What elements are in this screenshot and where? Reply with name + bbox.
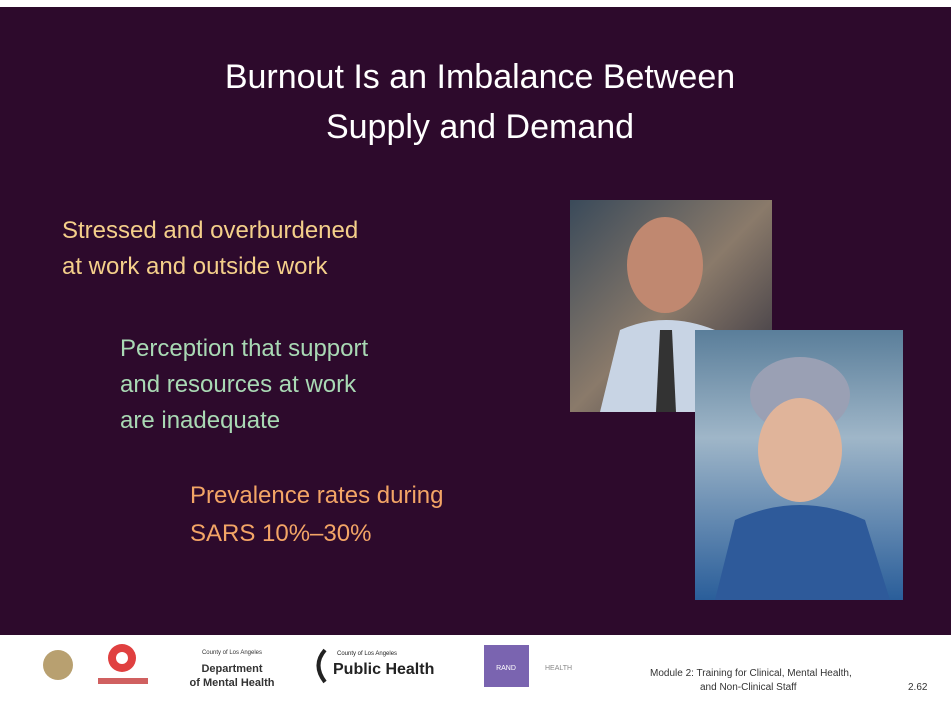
bullet-line: Perception that support <box>120 335 368 362</box>
logo-county-seal <box>43 650 73 680</box>
logo-text: County of Los Angeles <box>337 651 397 657</box>
footer: County of Los Angeles Department of Ment… <box>43 644 928 693</box>
logo-text: HEALTH <box>545 665 572 672</box>
title-line: Burnout Is an Imbalance Between <box>225 58 735 96</box>
photo-stressed-nurse <box>695 330 903 600</box>
logo-ph-arc <box>319 650 326 682</box>
bullet-line: Stressed and overburdened <box>62 217 358 244</box>
page-number: 2.62 <box>908 682 928 693</box>
page: Burnout Is an Imbalance Between Supply a… <box>0 0 951 719</box>
bullet-line: SARS 10%–30% <box>190 520 371 547</box>
logo-ems-inner <box>116 652 128 664</box>
logo-text: County of Los Angeles <box>202 650 262 656</box>
bullet-line: and resources at work <box>120 371 357 398</box>
logo-text: of Mental Health <box>190 677 275 689</box>
top-border <box>0 0 951 7</box>
title-line: Supply and Demand <box>326 108 634 146</box>
bullet-line: Prevalence rates during <box>190 482 443 509</box>
module-line: Module 2: Training for Clinical, Mental … <box>650 668 852 679</box>
bullet-line: are inadequate <box>120 407 280 434</box>
logo-ems-text <box>98 678 148 684</box>
module-line: and Non-Clinical Staff <box>700 682 797 693</box>
logo-text: Department <box>201 663 262 675</box>
bullet-line: at work and outside work <box>62 253 328 280</box>
logo-text: Public Health <box>333 661 434 678</box>
slide-screenshot: Burnout Is an Imbalance Between Supply a… <box>0 0 951 719</box>
logo-text: RAND <box>496 665 516 672</box>
